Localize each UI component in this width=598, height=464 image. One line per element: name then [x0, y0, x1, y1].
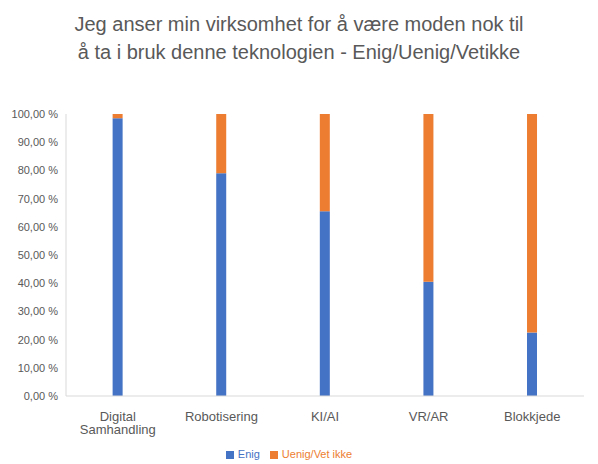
svg-text:80,00 %: 80,00 %	[18, 164, 59, 176]
svg-text:KI/AI: KI/AI	[311, 409, 339, 424]
html-text:Uenig/Vet ikke: Uenig/Vet ikke	[281, 448, 353, 460]
svg-text:100,00 %: 100,00 %	[12, 108, 59, 120]
svg-text:0,00 %: 0,00 %	[24, 390, 58, 402]
svg-text:90,00 %: 90,00 %	[18, 136, 59, 148]
svg-text:50,00 %: 50,00 %	[18, 249, 59, 261]
svg-text:70,00 %: 70,00 %	[18, 193, 59, 205]
svg-text:DigitalSamhandling: DigitalSamhandling	[80, 409, 156, 437]
html-text:Jeg anser min virksomhet for å: Jeg anser min virksomhet for å være mode…	[74, 13, 524, 63]
svg-text:Blokkjede: Blokkjede	[504, 409, 560, 424]
svg-text:40,00 %: 40,00 %	[18, 277, 59, 289]
svg-text:Robotisering: Robotisering	[185, 409, 258, 424]
svg-text:10,00 %: 10,00 %	[18, 362, 59, 374]
svg-text:20,00 %: 20,00 %	[18, 334, 59, 346]
svg-text:VR/AR: VR/AR	[409, 409, 449, 424]
svg-text:60,00 %: 60,00 %	[18, 221, 59, 233]
html-text:Enig: Enig	[237, 448, 260, 460]
svg-text:30,00 %: 30,00 %	[18, 305, 59, 317]
